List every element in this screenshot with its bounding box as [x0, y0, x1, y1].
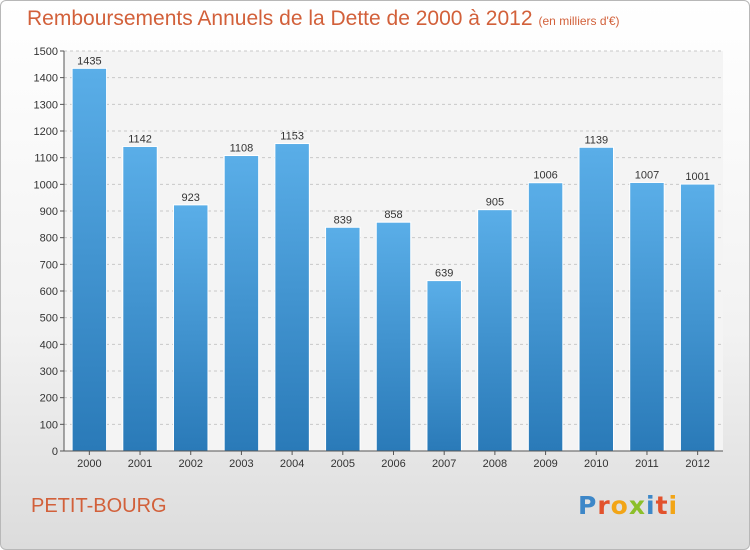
y-tick-label: 900: [40, 206, 58, 218]
data-label-2001: 1142: [128, 133, 152, 145]
x-tick-label-2009: 2009: [533, 458, 557, 470]
x-tick-label-2003: 2003: [229, 458, 253, 470]
y-tick-label: 100: [40, 419, 58, 431]
axes: 0 100 200 300 400 500 600 700 800 900 1000 1100 1200…: [34, 46, 723, 470]
chart-title-text: Remboursements Annuels de la Dette de 20…: [27, 7, 533, 30]
x-tick-label-2012: 2012: [685, 458, 709, 470]
y-tick-label: 600: [40, 286, 58, 298]
bar-2012: [679, 183, 716, 452]
bar-2009: [527, 182, 564, 452]
data-label-2008: 905: [486, 197, 504, 209]
proxiti-logo[interactable]: Proxiti: [578, 491, 679, 520]
data-label-2006: 858: [384, 209, 402, 221]
bar-2008: [477, 209, 513, 452]
bar-2006: [375, 221, 412, 452]
bar-2010: [578, 146, 615, 452]
y-tick-label: 1300: [34, 99, 58, 111]
bar-2000: [71, 67, 108, 452]
y-tick-label: 1200: [34, 126, 58, 138]
y-tick-label: 300: [40, 366, 58, 378]
bar-2007: [426, 280, 462, 452]
bar-2001: [122, 145, 158, 452]
data-label-2000: 1435: [77, 55, 101, 67]
x-tick-label-2002: 2002: [178, 458, 202, 470]
x-tick-label-2008: 2008: [483, 458, 507, 470]
data-label-2004: 1153: [280, 131, 304, 143]
x-tick-label-2006: 2006: [381, 458, 405, 470]
chart-unit: (en milliers d'€): [538, 14, 620, 28]
bar-2004: [274, 143, 310, 452]
x-tick-label-2010: 2010: [584, 458, 608, 470]
bars: 1435 1142 923 1108 1153 839 858 639 905 1006 1139 1…: [71, 55, 716, 452]
data-label-2009: 1006: [533, 170, 557, 182]
data-label-2002: 923: [182, 192, 200, 204]
x-tick-label-2004: 2004: [280, 458, 304, 470]
x-tick-label-2005: 2005: [331, 458, 355, 470]
data-label-2007: 639: [435, 268, 453, 280]
place-name: PETIT-BOURG: [31, 495, 167, 517]
y-tick-label: 700: [40, 259, 58, 271]
y-tick-label: 1000: [34, 179, 58, 191]
y-tick-label: 200: [40, 393, 58, 405]
data-label-2010: 1139: [584, 134, 608, 146]
x-tick-label-2001: 2001: [128, 458, 152, 470]
y-tick-label: 800: [40, 233, 58, 245]
bar-2011: [629, 181, 665, 452]
y-tick-label: 0: [52, 446, 58, 458]
x-tick-label-2000: 2000: [77, 458, 101, 470]
y-tick-label: 500: [40, 313, 58, 325]
y-tick-label: 1400: [34, 73, 58, 85]
y-tick-label: 1500: [34, 46, 58, 58]
data-label-2012: 1001: [685, 171, 709, 183]
y-tick-label: 1100: [34, 153, 58, 165]
bar-2002: [172, 204, 209, 452]
y-tick-label: 400: [40, 339, 58, 351]
data-label-2005: 839: [334, 214, 352, 226]
x-tick-label-2007: 2007: [432, 458, 456, 470]
data-label-2011: 1007: [635, 169, 659, 181]
data-label-2003: 1108: [230, 143, 254, 155]
bar-2005: [325, 226, 361, 452]
x-tick-label-2011: 2011: [635, 458, 659, 470]
chart-title: Remboursements Annuels de la Dette de 20…: [27, 7, 620, 31]
bar-2003: [223, 155, 260, 452]
